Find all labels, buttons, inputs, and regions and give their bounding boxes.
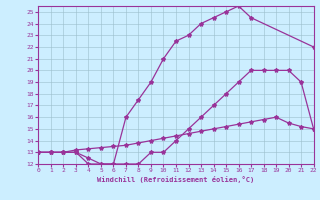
- X-axis label: Windchill (Refroidissement éolien,°C): Windchill (Refroidissement éolien,°C): [97, 176, 255, 183]
